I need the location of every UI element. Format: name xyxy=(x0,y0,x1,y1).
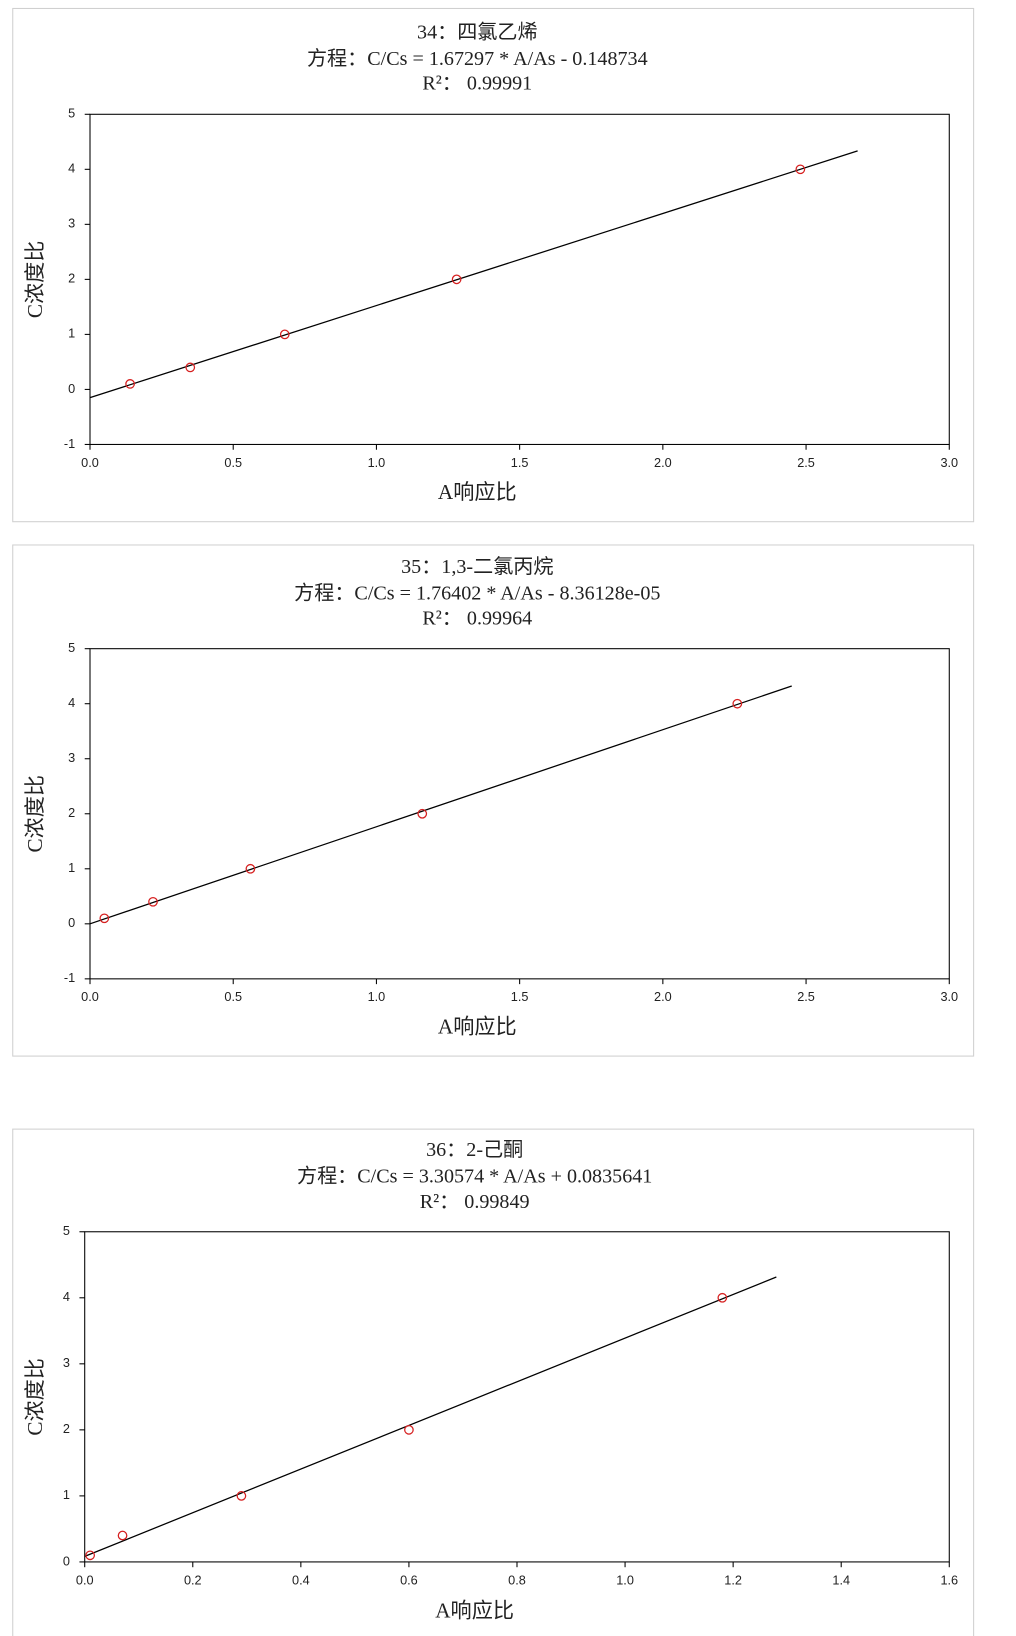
panel xyxy=(12,1128,975,1636)
data-point xyxy=(117,1530,128,1541)
fit-line xyxy=(84,1276,777,1557)
y-tick-label: 1 xyxy=(68,327,75,341)
data-point xyxy=(85,1550,95,1561)
chart-title: 36：2-己酮 xyxy=(426,1139,523,1161)
data-point xyxy=(148,896,158,907)
y-tick-label: 1 xyxy=(68,861,75,875)
x-tick-label: 1.6 xyxy=(940,1573,958,1587)
x-axis-label: A响应比 xyxy=(438,1014,517,1038)
r-squared: R²： 0.99991 xyxy=(422,72,532,94)
y-tick-label: -1 xyxy=(64,971,75,985)
y-axis-label: C浓度比 xyxy=(23,241,47,319)
panel xyxy=(12,7,975,523)
data-point xyxy=(245,863,256,874)
y-tick-label: 4 xyxy=(68,162,75,176)
x-tick-label: 0.8 xyxy=(508,1573,526,1587)
x-tick-label: 0.0 xyxy=(81,990,99,1004)
x-tick-label: 0.0 xyxy=(76,1573,94,1587)
data-point xyxy=(236,1491,247,1501)
y-axis-label: C浓度比 xyxy=(23,1358,47,1436)
data-point xyxy=(99,913,110,924)
equation: 方程：C/Cs = 3.30574 * A/As + 0.0835641 xyxy=(297,1164,652,1187)
chart-title: 35：1,3-二氯丙烷 xyxy=(401,555,553,578)
x-tick-label: 2.0 xyxy=(654,456,672,470)
plot-frame xyxy=(89,113,950,445)
plot-frame xyxy=(89,648,950,980)
y-tick-label: 2 xyxy=(68,272,75,286)
fit-line xyxy=(89,150,858,399)
y-tick-label: 3 xyxy=(63,1356,70,1370)
x-tick-label: 0.6 xyxy=(400,1573,418,1587)
data-point xyxy=(279,329,290,340)
x-tick-label: 0.2 xyxy=(184,1573,202,1587)
data-point xyxy=(732,698,743,709)
x-tick-label: 0.5 xyxy=(224,456,242,470)
y-tick-label: 4 xyxy=(63,1290,70,1304)
x-tick-label: 1.5 xyxy=(511,990,529,1004)
plot-frame xyxy=(84,1231,950,1563)
x-tick-label: 3.0 xyxy=(940,456,958,470)
y-tick-label: 2 xyxy=(63,1422,70,1436)
y-axis-label: C浓度比 xyxy=(23,775,47,853)
x-tick-label: 1.2 xyxy=(724,1573,742,1587)
y-tick-label: 4 xyxy=(68,696,75,710)
x-tick-label: 2.5 xyxy=(797,990,815,1004)
x-tick-label: 0.5 xyxy=(224,990,242,1004)
data-point xyxy=(417,808,428,819)
x-tick-label: 1.4 xyxy=(832,1573,850,1587)
data-point xyxy=(404,1424,414,1435)
x-tick-label: 3.0 xyxy=(940,990,958,1004)
y-tick-label: 0 xyxy=(68,382,75,396)
y-tick-label: -1 xyxy=(64,437,75,451)
data-point xyxy=(125,379,135,389)
y-tick-label: 3 xyxy=(68,217,75,231)
x-tick-label: 1.0 xyxy=(368,456,386,470)
r-squared: R²： 0.99964 xyxy=(422,608,532,630)
data-point xyxy=(795,164,806,175)
y-tick-label: 2 xyxy=(68,806,75,820)
x-tick-label: 2.0 xyxy=(654,990,672,1004)
x-axis-label: A响应比 xyxy=(435,1599,514,1623)
y-tick-label: 0 xyxy=(63,1554,70,1568)
x-tick-label: 1.0 xyxy=(368,990,386,1004)
x-tick-label: 1.5 xyxy=(511,456,529,470)
r-squared: R²： 0.99849 xyxy=(420,1191,530,1213)
equation: 方程：C/Cs = 1.76402 * A/As - 8.36128e-05 xyxy=(294,581,660,604)
y-tick-label: 5 xyxy=(68,641,75,655)
equation: 方程：C/Cs = 1.67297 * A/As - 0.148734 xyxy=(307,47,648,70)
y-tick-label: 3 xyxy=(68,751,75,765)
x-axis-label: A响应比 xyxy=(438,480,517,504)
x-tick-label: 0.4 xyxy=(292,1573,310,1587)
y-tick-label: 5 xyxy=(63,1224,70,1238)
x-tick-label: 0.0 xyxy=(81,456,99,470)
x-tick-label: 2.5 xyxy=(797,456,815,470)
y-tick-label: 5 xyxy=(68,107,75,121)
y-tick-label: 0 xyxy=(68,916,75,930)
chart-title: 34：四氯乙烯 xyxy=(417,20,538,43)
data-point xyxy=(451,274,462,285)
x-tick-label: 1.0 xyxy=(616,1573,634,1587)
y-tick-label: 1 xyxy=(63,1488,70,1502)
fit-line xyxy=(89,685,792,925)
data-point xyxy=(185,362,196,373)
panel xyxy=(12,544,975,1057)
data-point xyxy=(717,1292,728,1303)
